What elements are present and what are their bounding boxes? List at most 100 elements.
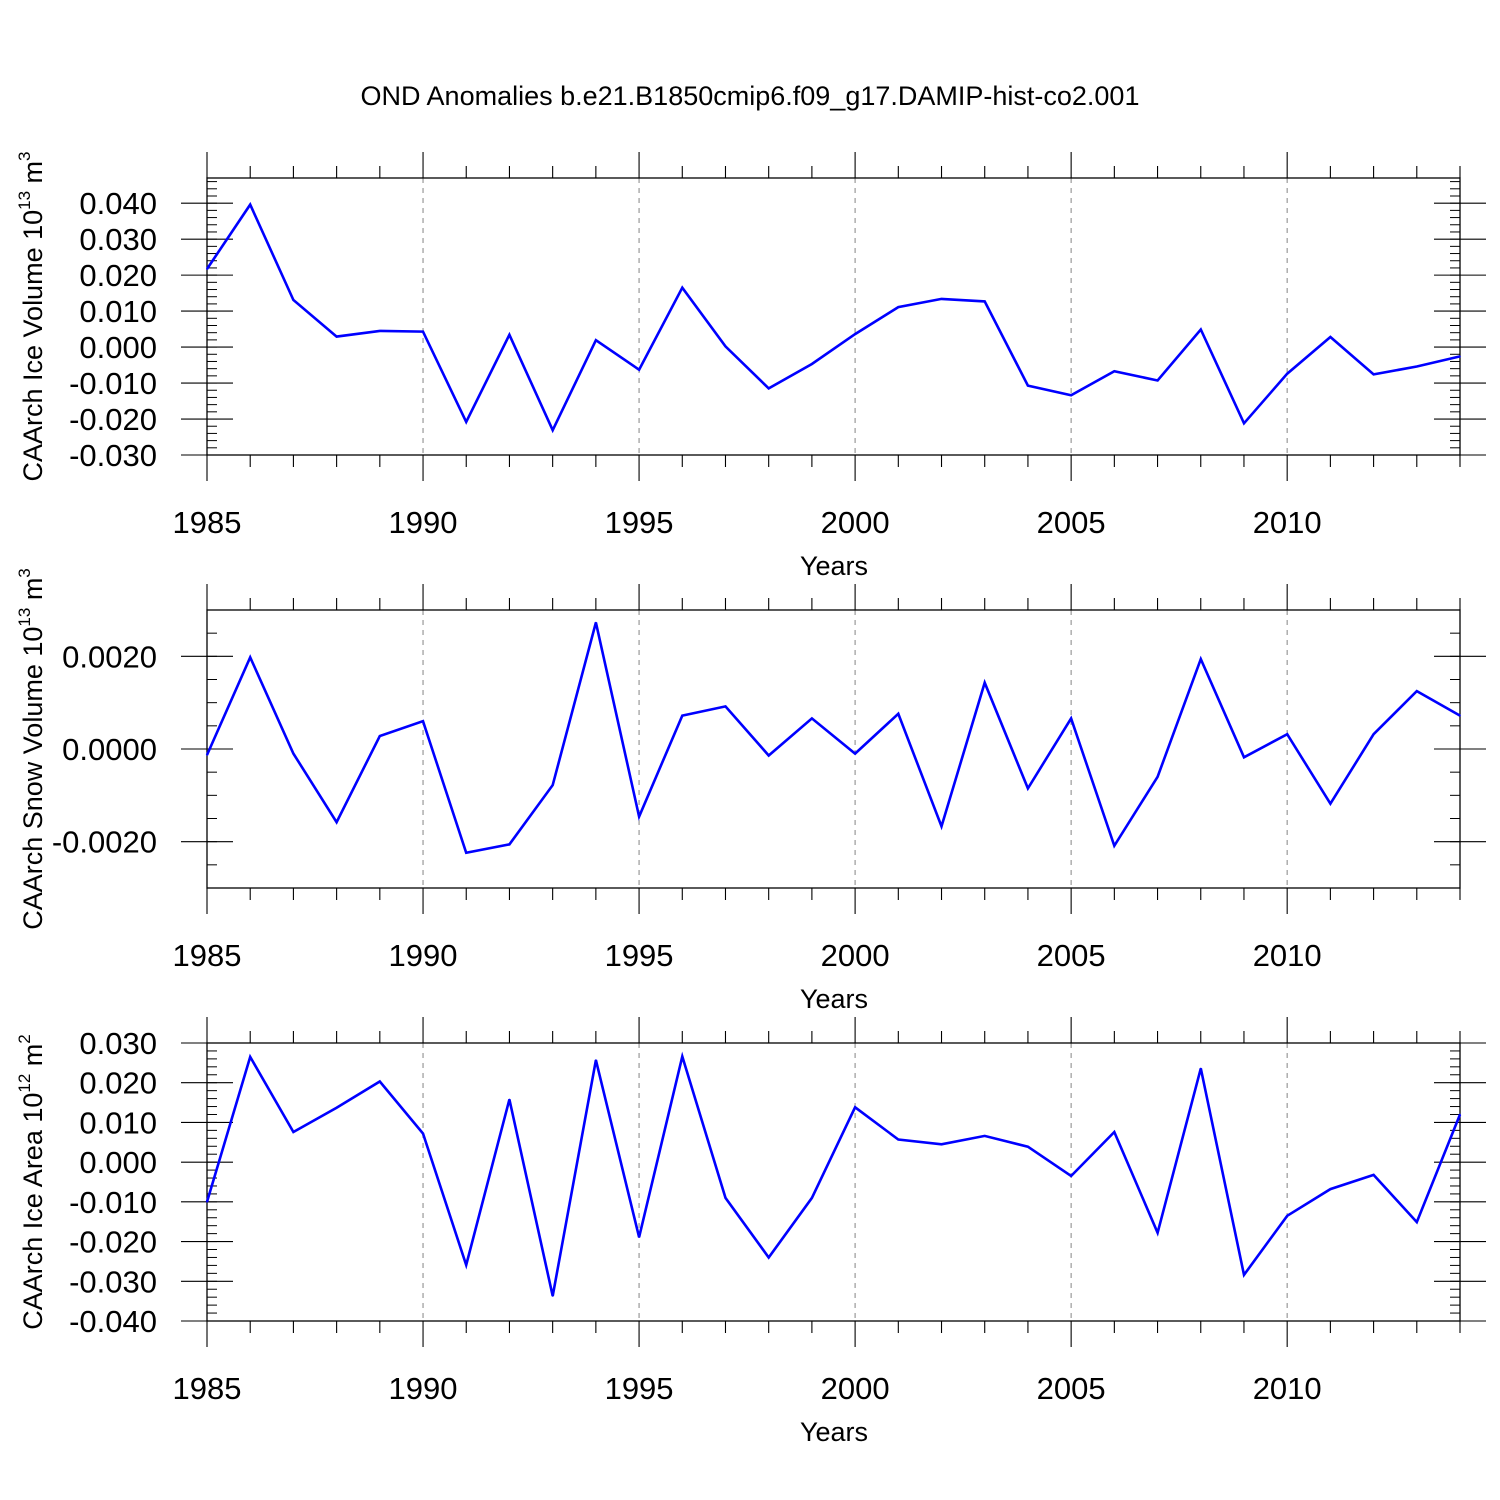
- x-axis-label: Years: [800, 984, 868, 1014]
- data-point: [811, 363, 813, 365]
- data-point: [1459, 1113, 1461, 1116]
- data-point: [1459, 355, 1461, 358]
- data-point: [854, 1106, 856, 1109]
- data-point: [1070, 717, 1072, 720]
- x-axis-label: Years: [800, 551, 868, 581]
- y-axis-label: CAArch Ice Volume 1013 m3: [15, 151, 48, 481]
- series-line: [205, 1051, 1462, 1297]
- data-point: [422, 330, 424, 333]
- data-point: [1415, 365, 1418, 368]
- data-point: [811, 717, 813, 720]
- y-tick-label: -0.010: [69, 1185, 157, 1220]
- data-point: [1286, 733, 1288, 735]
- data-point: [335, 1106, 338, 1109]
- y-axis-label-superscript: 13: [15, 191, 34, 210]
- data-point: [1243, 756, 1245, 759]
- y-tick-label: -0.0020: [52, 825, 157, 860]
- data-point: [983, 1135, 986, 1137]
- data-point: [292, 1131, 295, 1133]
- data-point: [422, 720, 424, 722]
- data-point: [1286, 1214, 1288, 1217]
- data-point: [1113, 1131, 1116, 1133]
- y-tick-label: 0.020: [79, 258, 157, 293]
- data-point: [249, 656, 252, 659]
- data-point: [206, 268, 208, 270]
- x-tick-label: 2010: [1253, 505, 1322, 540]
- y-tick-label: 0.000: [79, 330, 157, 365]
- data-point: [335, 335, 338, 338]
- data-point: [1372, 1174, 1375, 1176]
- data-point: [335, 821, 338, 824]
- y-tick-label: 0.030: [79, 1026, 157, 1061]
- x-tick-label: 1990: [389, 1371, 458, 1406]
- data-point: [1070, 1175, 1072, 1177]
- data-point: [379, 735, 381, 737]
- x-tick-label: 2000: [821, 938, 890, 973]
- x-tick-label: 1995: [605, 1371, 674, 1406]
- data-point: [206, 1201, 208, 1203]
- data-point: [724, 345, 727, 348]
- data-point: [206, 754, 208, 756]
- y-tick-label: -0.010: [69, 366, 157, 401]
- panel-3: -0.040 -0.030 -0.020 -0.010 0.000 0.010 0.020 0…: [15, 1017, 1486, 1447]
- x-tick-label: 1995: [605, 938, 674, 973]
- data-point: [1027, 787, 1029, 790]
- data-point: [379, 330, 381, 332]
- data-point: [1156, 379, 1159, 382]
- y-tick-label: 0.0020: [62, 639, 157, 674]
- data-point: [249, 1056, 252, 1058]
- y-axis-label-superscript: 3: [15, 151, 34, 160]
- x-tick-label: 1985: [173, 938, 242, 973]
- data-point: [379, 1080, 381, 1083]
- y-axis-label: CAArch Ice Area 1012 m2: [15, 1034, 48, 1330]
- y-tick-label: 0.0000: [62, 732, 157, 767]
- x-tick-label: 1985: [173, 1371, 242, 1406]
- y-axis-label-part: m: [18, 578, 48, 608]
- data-point: [292, 752, 295, 755]
- data-point: [681, 714, 684, 717]
- data-point: [897, 1138, 900, 1141]
- data-point: [249, 203, 252, 206]
- y-tick-label: 0.010: [79, 1105, 157, 1140]
- y-tick-label: -0.040: [69, 1304, 157, 1339]
- data-point: [595, 621, 597, 624]
- x-tick-label: 1985: [173, 505, 242, 540]
- y-axis-label-superscript: 13: [15, 608, 34, 627]
- data-point: [681, 286, 684, 289]
- data-point: [940, 825, 943, 828]
- y-axis-label-part: CAArch Ice Volume 10: [18, 210, 48, 482]
- x-tick-label: 1990: [389, 938, 458, 973]
- y-axis-label: CAArch Snow Volume 1013 m3: [15, 568, 48, 930]
- data-point: [1027, 384, 1029, 387]
- data-point: [508, 334, 511, 336]
- data-point: [1415, 690, 1418, 692]
- y-tick-label: 0.000: [79, 1145, 157, 1180]
- data-point: [767, 387, 770, 390]
- data-point: [1329, 1188, 1332, 1190]
- y-axis-label-part: CAArch Ice Area 10: [18, 1093, 48, 1330]
- data-point: [940, 298, 943, 300]
- data-point: [1199, 328, 1202, 331]
- data-point: [854, 333, 856, 335]
- data-point: [422, 1132, 424, 1135]
- data-point: [1070, 394, 1072, 397]
- data-point: [1199, 658, 1202, 660]
- plot-frame: [206, 177, 1461, 456]
- data-point: [465, 421, 468, 423]
- data-point: [811, 1197, 813, 1199]
- data-point: [724, 1197, 727, 1199]
- plot-frame: [206, 609, 1461, 889]
- data-point: [1286, 372, 1288, 375]
- y-tick-label: 0.030: [79, 222, 157, 257]
- data-point: [1243, 422, 1245, 425]
- y-tick-label: 0.040: [79, 186, 157, 221]
- data-point: [1243, 1274, 1245, 1276]
- y-axis-label-part: m: [18, 1044, 48, 1074]
- data-point: [1372, 373, 1375, 376]
- y-axis-label-superscript: 3: [15, 568, 34, 577]
- x-tick-label: 1990: [389, 505, 458, 540]
- panel-1: -0.030-0.020-0.0100.0000.0100.0200.0300.…: [15, 151, 1486, 581]
- data-point: [551, 784, 554, 786]
- x-tick-label: 2000: [821, 505, 890, 540]
- data-point: [638, 368, 640, 371]
